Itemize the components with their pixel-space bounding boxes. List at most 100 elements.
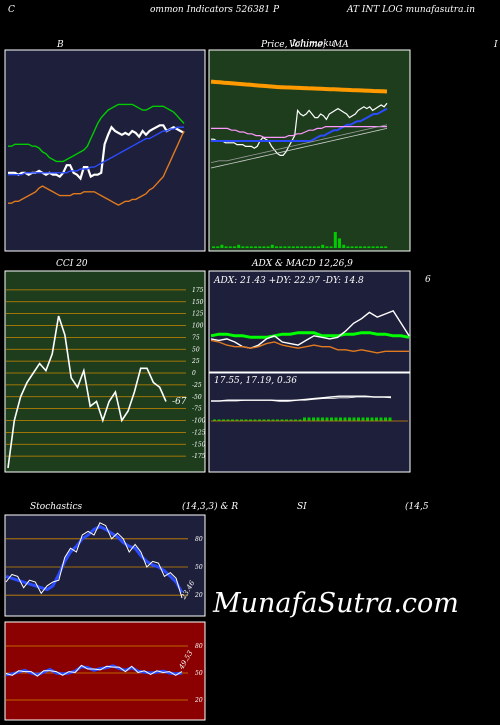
- macd-hist-bar: [217, 419, 221, 421]
- cci-line: [7, 315, 167, 469]
- macd-hist-bar: [244, 419, 248, 421]
- volume-bar: [262, 246, 266, 248]
- cci-title: CCI 20: [56, 259, 88, 269]
- macd-hist-bar: [366, 417, 369, 421]
- volume-bar: [371, 246, 375, 248]
- stoch-d-line: [5, 522, 183, 599]
- macd-hist-bar: [334, 417, 338, 421]
- volume-bar: [279, 246, 283, 248]
- price-series-1: [211, 102, 388, 156]
- volume-bar: [228, 246, 232, 248]
- stoch-title-right: (14,3,3) & R: [182, 502, 239, 512]
- bb-series-0: [8, 124, 185, 181]
- volume-bar: [258, 246, 262, 248]
- cci-tick-label: 0: [192, 370, 196, 377]
- macd-hist-bar: [271, 419, 275, 421]
- volume-bar: [308, 246, 312, 248]
- volume-bar: [342, 244, 346, 248]
- volume-bar: [216, 246, 220, 248]
- adx-right-cut: 6: [425, 275, 431, 285]
- macd-hist-bar: [267, 419, 270, 421]
- macd-hist-bar: [330, 417, 333, 421]
- cci-tick-label: 25: [191, 358, 200, 365]
- macd-panel: [208, 372, 411, 473]
- volume-bar: [237, 244, 241, 248]
- volume-bar: [249, 246, 253, 248]
- adx-values: ADX: 21.43 +DY: 22.97 -DY: 14.8: [214, 276, 364, 286]
- rsi-tick-label: 20: [194, 697, 203, 704]
- macd-hist-bar: [312, 417, 315, 421]
- macd-hist-bar: [285, 419, 288, 421]
- bb-series-2: [8, 103, 185, 163]
- stoch-tick-label: 80: [195, 536, 203, 543]
- macd-hist-bar: [348, 417, 351, 421]
- cci-tick-label: 125: [192, 311, 204, 318]
- macd-hist-bar: [307, 417, 311, 421]
- volume-bar: [304, 246, 308, 248]
- price-title-ichimoku: Ichimoku: [292, 39, 335, 49]
- cci-panel: [4, 270, 206, 473]
- volume-bar: [266, 246, 270, 248]
- macd-hist-bar: [384, 417, 387, 421]
- volume-bar: [367, 246, 371, 248]
- volume-bar: [245, 246, 249, 248]
- volume-bar: [287, 246, 291, 248]
- adx-series--DY: [210, 339, 409, 354]
- price-ma-line-b: [210, 124, 388, 163]
- macd-values: 17.55, 17.19, 0.36: [214, 376, 298, 386]
- macd-hist-bar: [357, 417, 360, 421]
- macd-hist-bar: [240, 419, 243, 421]
- price-series-0: [210, 79, 388, 94]
- stoch-k-line: [5, 524, 184, 594]
- macd-hist-bar: [226, 419, 230, 421]
- macd-hist-bar: [253, 419, 257, 421]
- macd-hist-bar: [361, 417, 365, 421]
- volume-bar: [317, 246, 320, 248]
- volume-bar: [296, 246, 299, 248]
- volume-bar: [270, 244, 274, 248]
- rsi-title-right: (14,5: [405, 502, 429, 512]
- stoch-panel: [4, 514, 206, 617]
- volume-bar: [338, 238, 341, 248]
- macd-hist-bar: [316, 417, 320, 421]
- cci-tick-label: 100: [192, 323, 204, 330]
- macd-hist-bar: [352, 417, 356, 421]
- volume-bar: [233, 246, 236, 248]
- adx-title: ADX & MACD 12,26,9: [252, 259, 353, 269]
- header-left: C: [8, 5, 15, 15]
- rsi-panel: [4, 621, 206, 721]
- volume-bar: [254, 246, 257, 248]
- volume-bar: [291, 246, 295, 248]
- cci-last-label: -67: [172, 397, 187, 407]
- bb-panel: [4, 49, 206, 252]
- macd-hist-bar: [375, 417, 378, 421]
- watermark: MunafaSutra.com: [213, 588, 459, 619]
- volume-bar: [354, 246, 358, 248]
- macd-hist-bar: [280, 419, 284, 421]
- cci-tick-label: -25: [192, 382, 202, 389]
- macd-signal-line: [211, 396, 392, 402]
- cci-tick-label: -100: [192, 418, 206, 425]
- rsi-tick-label: 80: [195, 643, 203, 650]
- bb-series-3: [8, 130, 185, 206]
- rsi-signal-line: [5, 664, 183, 677]
- volume-bar: [212, 246, 215, 248]
- volume-bar: [346, 246, 350, 248]
- macd-hist-bar: [325, 417, 329, 421]
- macd-hist-bar: [231, 419, 234, 421]
- volume-bar: [350, 246, 354, 248]
- macd-hist-bar: [262, 419, 266, 421]
- stoch-tick-label: 20: [194, 592, 203, 599]
- macd-hist-bar: [321, 417, 324, 421]
- volume-bar: [363, 246, 367, 248]
- price-series-3: [211, 125, 387, 138]
- price-title-ma: MA: [333, 40, 349, 50]
- macd-hist-bar: [276, 419, 279, 421]
- macd-hist-bar: [298, 419, 302, 421]
- cci-tick-label: 150: [192, 299, 204, 306]
- macd-hist-bar: [213, 419, 216, 421]
- volume-bar: [359, 246, 362, 248]
- volume-bar: [384, 246, 388, 248]
- macd-hist-bar: [339, 417, 342, 421]
